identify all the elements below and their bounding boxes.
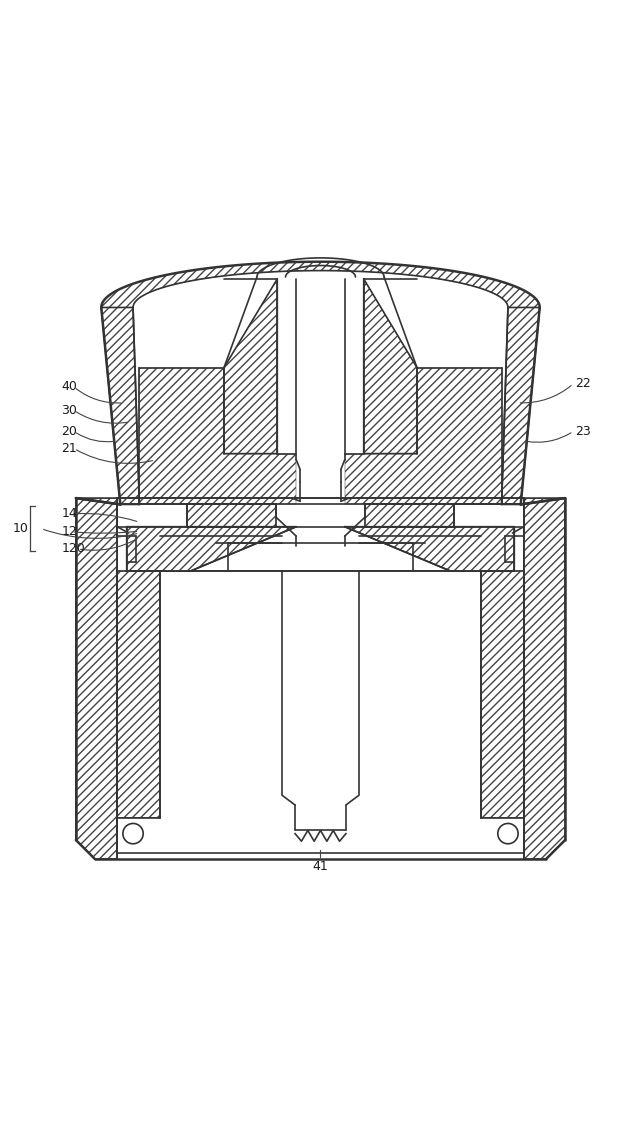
Polygon shape (101, 308, 139, 504)
Text: 41: 41 (313, 860, 328, 874)
Polygon shape (363, 278, 417, 453)
Text: 14: 14 (62, 508, 77, 520)
Bar (118, 818, 160, 852)
Text: 21: 21 (62, 442, 77, 456)
Polygon shape (76, 498, 117, 859)
Bar (481, 818, 523, 852)
Polygon shape (481, 571, 524, 818)
Polygon shape (117, 571, 160, 818)
Polygon shape (139, 368, 296, 504)
Polygon shape (502, 308, 540, 504)
Text: 40: 40 (62, 381, 77, 393)
Polygon shape (345, 527, 514, 571)
Text: 20: 20 (62, 425, 77, 437)
Text: 120: 120 (62, 542, 85, 556)
Polygon shape (187, 504, 276, 527)
Polygon shape (224, 278, 278, 453)
Polygon shape (101, 261, 540, 308)
Text: 23: 23 (575, 425, 590, 437)
Polygon shape (365, 504, 454, 527)
Text: 10: 10 (13, 523, 28, 535)
Text: 30: 30 (62, 404, 77, 417)
Text: 22: 22 (575, 377, 590, 391)
Polygon shape (524, 498, 565, 859)
Polygon shape (345, 368, 502, 504)
Polygon shape (127, 527, 296, 571)
Text: 12: 12 (62, 525, 77, 538)
